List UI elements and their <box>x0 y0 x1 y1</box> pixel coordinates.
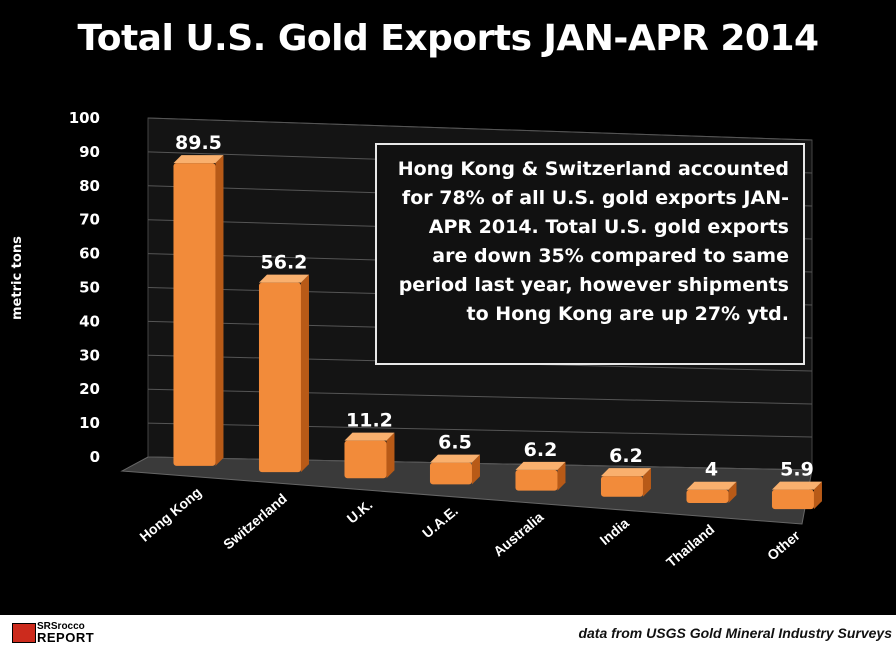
y-tick-label: 100 <box>69 109 100 127</box>
bar-group <box>600 468 651 497</box>
data-label: 4 <box>705 459 718 481</box>
x-tick-label: U.A.E. <box>419 502 461 541</box>
bar <box>429 462 472 485</box>
y-tick-label: 10 <box>79 414 100 432</box>
y-tick-label: 0 <box>90 448 100 466</box>
bar-group <box>515 461 566 491</box>
data-label: 6.2 <box>609 445 643 467</box>
bar-side <box>642 468 651 497</box>
bar <box>344 440 387 479</box>
x-tick-label: India <box>597 515 632 548</box>
bar-side <box>813 481 822 510</box>
bar-group <box>173 155 224 466</box>
chart-title: Total U.S. Gold Exports JAN-APR 2014 <box>77 18 819 59</box>
x-tick-label: U.K. <box>344 496 376 526</box>
gridline <box>147 456 813 471</box>
annotation-box: Hong Kong & Switzerland accounted for 78… <box>375 143 805 365</box>
srsrocco-logo: SRSrocco REPORT <box>12 621 94 645</box>
x-tick-label: Australia <box>490 509 546 560</box>
data-label: 11.2 <box>346 410 393 432</box>
y-tick-label: 30 <box>79 346 100 364</box>
bar-group <box>429 454 480 485</box>
x-tick-label: Thailand <box>663 521 717 570</box>
bar-group <box>771 481 822 510</box>
logo-badge <box>12 623 36 643</box>
y-tick-label: 20 <box>79 380 100 398</box>
chart-frame: Total U.S. Gold Exports JAN-APR 2014 met… <box>0 0 896 615</box>
y-tick-label: 60 <box>79 245 100 263</box>
data-label: 56.2 <box>261 252 308 274</box>
bar-side <box>386 432 395 479</box>
bar <box>600 476 643 497</box>
gridline <box>147 388 813 405</box>
x-tick-label: Switzerland <box>220 490 290 552</box>
data-label: 5.9 <box>780 459 814 481</box>
y-tick-label: 90 <box>79 143 100 161</box>
gridline <box>147 117 813 141</box>
logo-line1: SRSrocco <box>37 621 85 632</box>
bar-side <box>557 461 566 491</box>
bar-group <box>344 432 395 479</box>
bar-top <box>258 274 309 283</box>
source-note: data from USGS Gold Mineral Industry Sur… <box>578 625 892 641</box>
bar <box>771 489 814 510</box>
data-label: 6.2 <box>524 439 558 461</box>
y-tick-label: 50 <box>79 279 100 297</box>
x-tick-label: Hong Kong <box>136 484 204 545</box>
bar-top <box>173 155 224 164</box>
bar <box>515 469 558 491</box>
bar-group <box>258 274 309 473</box>
bar-top <box>344 432 395 441</box>
bar-top <box>515 461 566 470</box>
gridline <box>147 422 813 438</box>
bar-top <box>600 468 651 477</box>
logo-line2: REPORT <box>37 630 95 645</box>
data-label: 89.5 <box>175 132 222 154</box>
y-tick-label: 70 <box>79 211 100 229</box>
bar <box>173 163 216 466</box>
y-tick-label: 80 <box>79 177 100 195</box>
data-label: 6.5 <box>438 432 472 454</box>
bar-top <box>686 481 737 490</box>
bar-side <box>215 155 224 466</box>
bar-top <box>429 454 480 463</box>
y-tick-label: 40 <box>79 312 100 330</box>
bar <box>258 282 301 473</box>
x-tick-label: Other <box>764 527 803 564</box>
bar-side <box>300 274 309 473</box>
footer: SRSrocco REPORT data from USGS Gold Mine… <box>0 615 896 647</box>
bar-group <box>686 481 737 503</box>
bar-top <box>771 481 822 490</box>
bar <box>686 489 729 503</box>
bar-side <box>728 481 737 503</box>
bar-side <box>471 454 480 485</box>
